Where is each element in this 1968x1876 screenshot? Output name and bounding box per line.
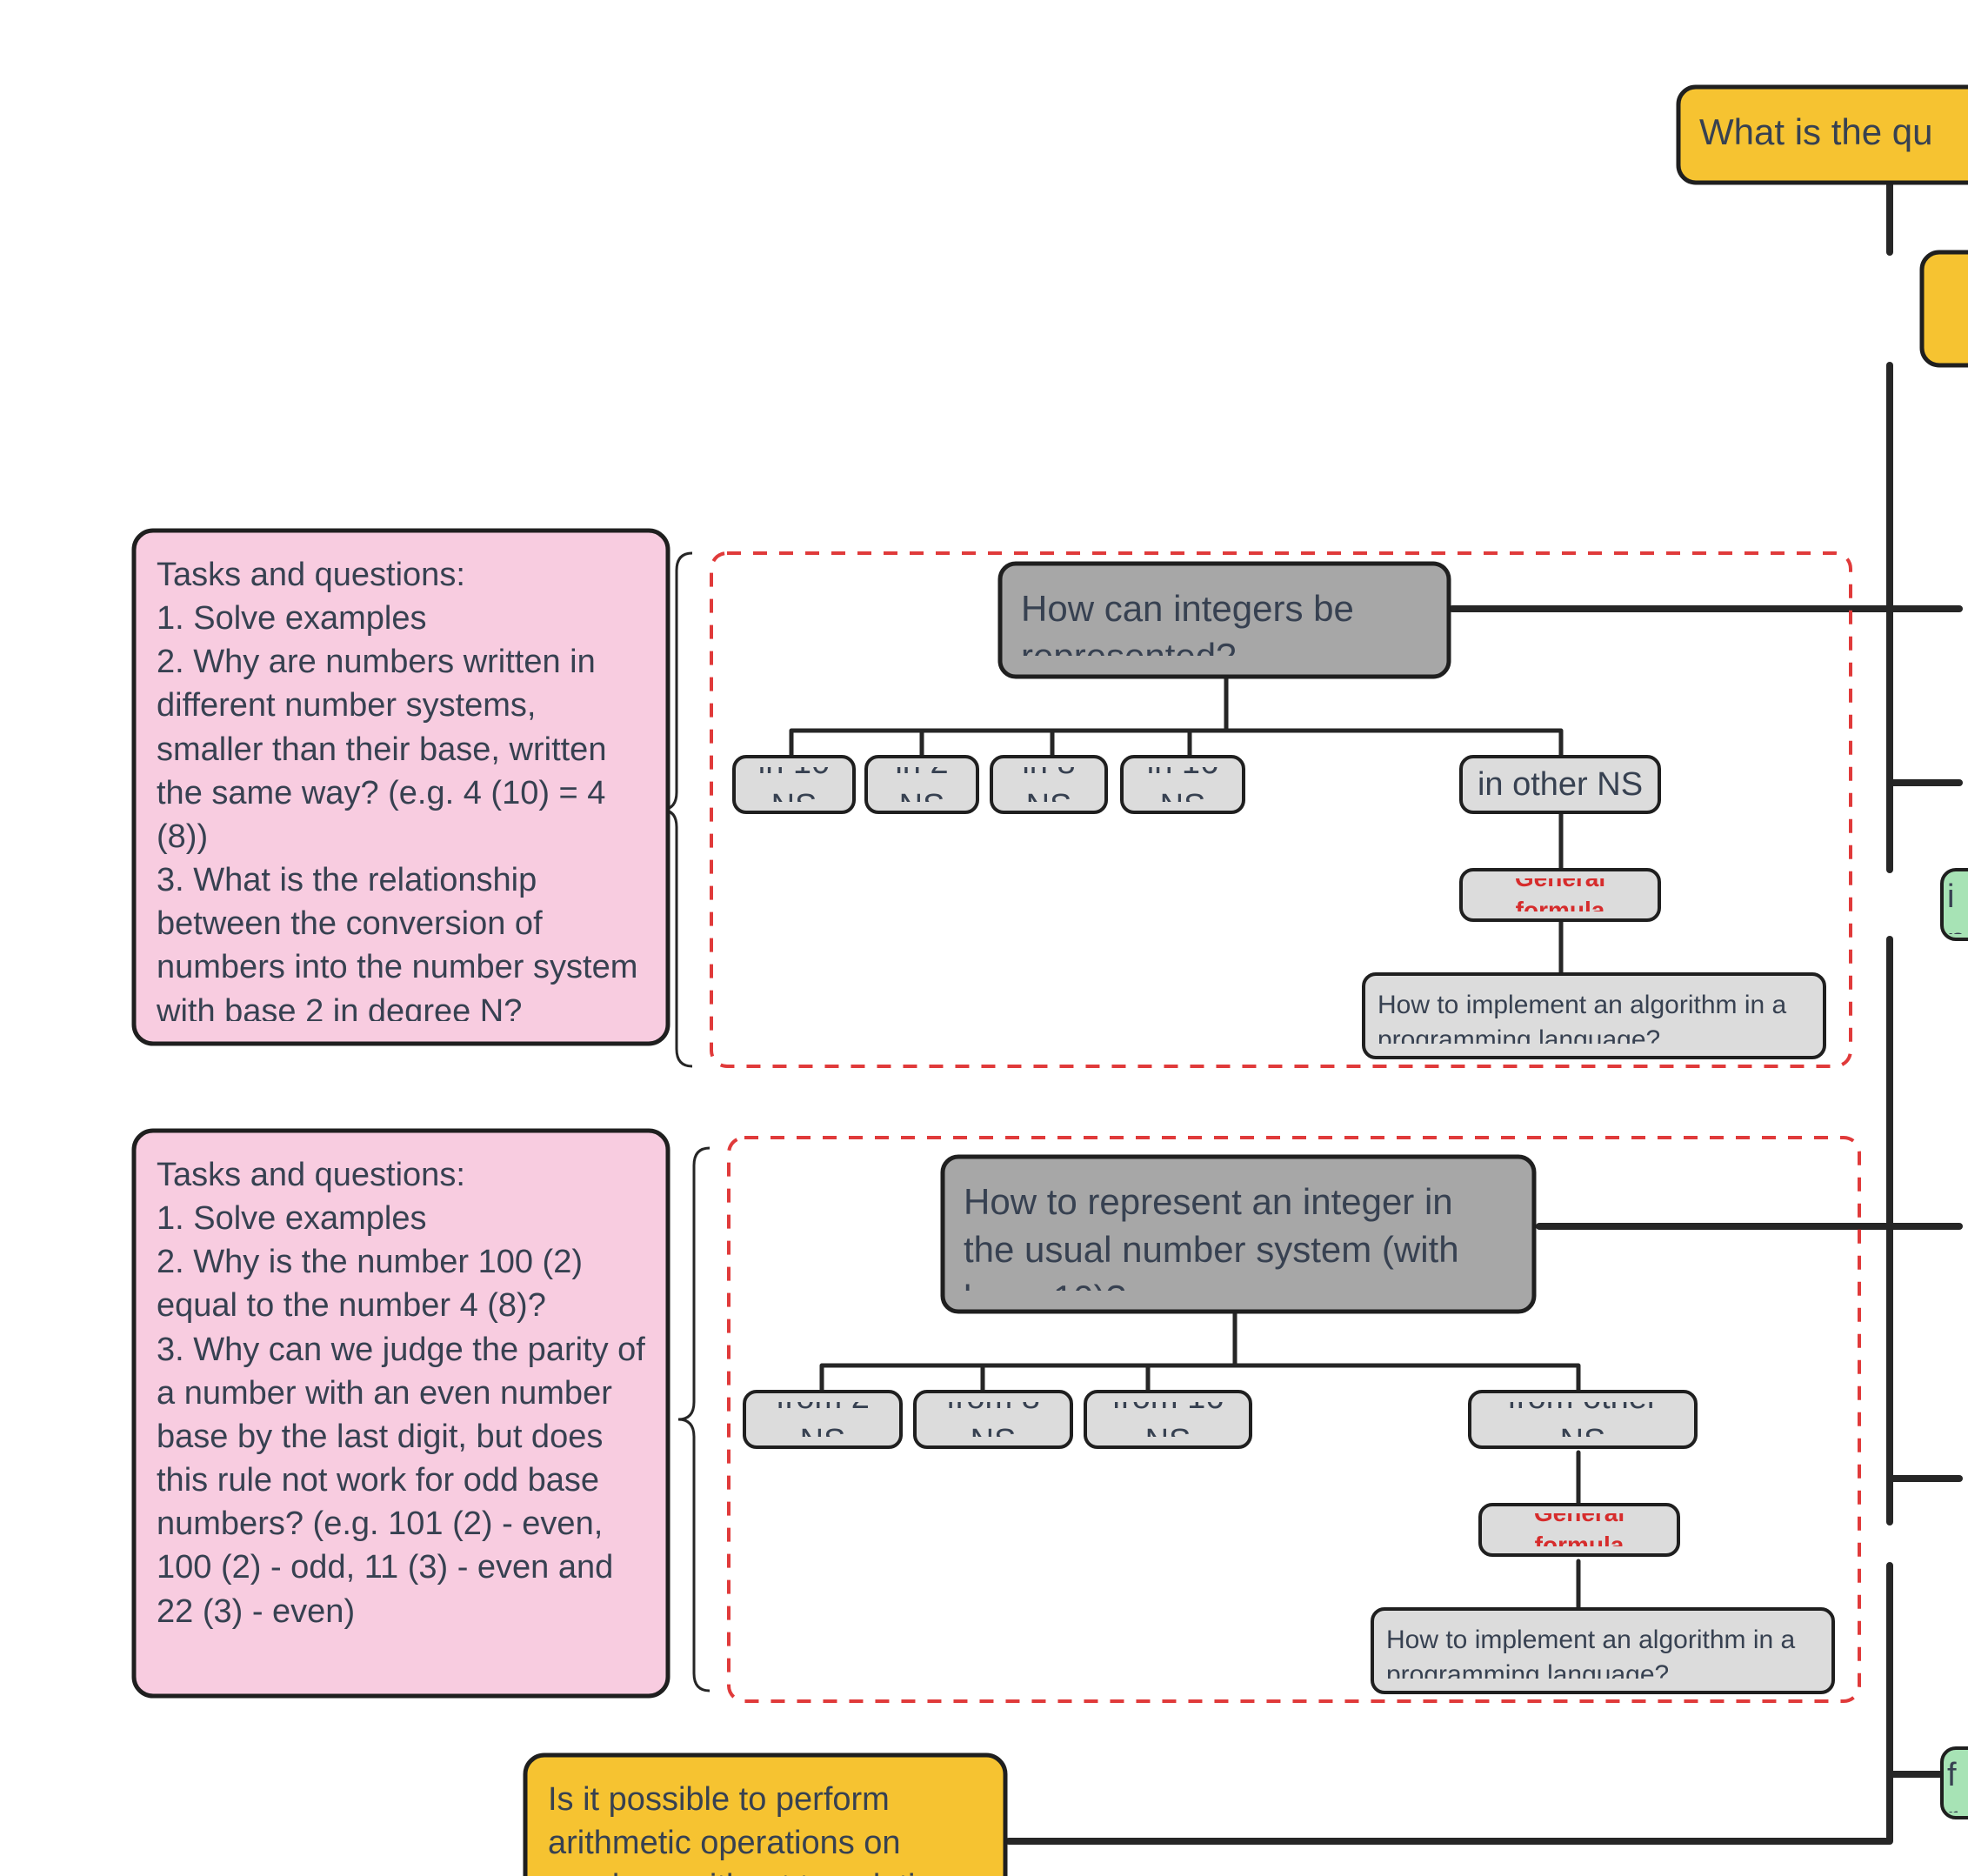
node-fother: from other NS — [1470, 1392, 1696, 1447]
node-text-green_partial_1: in — [1947, 875, 1963, 934]
node-tasks2: Tasks and questions: 1. Solve examples 2… — [134, 1131, 668, 1696]
node-text-impl2: How to implement an algorithm in a progr… — [1386, 1623, 1819, 1679]
node-text-impl1: How to implement an algorithm in a progr… — [1378, 988, 1811, 1044]
edge — [791, 678, 1226, 757]
node-n16: in 16 NS — [1122, 757, 1244, 812]
node-text-q2: How to represent an integer in the usual… — [964, 1178, 1513, 1291]
edge — [1235, 1365, 1578, 1392]
node-text-f2: from 2 NS — [755, 1402, 891, 1437]
node-text-gf2: General formula — [1489, 1513, 1670, 1546]
node-text-tasks2: Tasks and questions: 1. Solve examples 2… — [157, 1153, 645, 1673]
node-text-n2: in 2 NS — [877, 767, 967, 802]
node-text-f8: from 8 NS — [925, 1402, 1061, 1437]
edge — [1009, 1566, 1890, 1841]
node-green_partial_1: in — [1942, 870, 1968, 939]
node-gf1: General formula — [1461, 870, 1659, 920]
node-text-root: What is the qu — [1699, 108, 1947, 162]
node-impl1: How to implement an algorithm in a progr… — [1364, 974, 1825, 1058]
node-f16: from 16 NS — [1085, 1392, 1251, 1447]
node-green_partial_2: fr — [1942, 1748, 1968, 1818]
node-yellow_partial_1 — [1922, 252, 1968, 365]
node-text-n10: in 10 NS — [744, 767, 844, 802]
node-text-f16: from 16 NS — [1096, 1402, 1240, 1437]
node-text-green_partial_2: fr — [1947, 1753, 1963, 1813]
node-text-nother: in other NS — [1471, 767, 1649, 802]
node-q2: How to represent an integer in the usual… — [943, 1157, 1534, 1312]
node-text-gf1: General formula — [1470, 878, 1651, 911]
node-text-n16: in 16 NS — [1132, 767, 1233, 802]
node-n10: in 10 NS — [734, 757, 854, 812]
diagram-canvas: What is the qu in fr Tasks and questions: 1… — [0, 0, 1968, 1876]
node-impl2: How to implement an algorithm in a progr… — [1372, 1609, 1833, 1692]
node-n8: in 8 NS — [991, 757, 1106, 812]
node-n2: in 2 NS — [866, 757, 977, 812]
node-text-arith: Is it possible to perform arithmetic ope… — [548, 1778, 983, 1876]
node-tasks1: Tasks and questions: 1. Solve examples 2… — [134, 531, 668, 1044]
node-root: What is the qu — [1678, 87, 1968, 183]
node-f8: from 8 NS — [915, 1392, 1071, 1447]
bracket — [678, 1148, 710, 1691]
node-text-n8: in 8 NS — [1002, 767, 1096, 802]
node-q1: How can integers be represented? — [1000, 564, 1449, 677]
node-arith: Is it possible to perform arithmetic ope… — [525, 1755, 1005, 1876]
edge — [1226, 731, 1561, 757]
node-nother: in other NS — [1461, 757, 1659, 812]
edge — [822, 1313, 1235, 1392]
node-text-tasks1: Tasks and questions: 1. Solve examples 2… — [157, 553, 645, 1021]
node-text-fother: from other NS — [1480, 1402, 1685, 1437]
node-f2: from 2 NS — [744, 1392, 901, 1447]
node-text-q1: How can integers be represented? — [1021, 584, 1428, 656]
node-gf2: General formula — [1480, 1505, 1678, 1555]
